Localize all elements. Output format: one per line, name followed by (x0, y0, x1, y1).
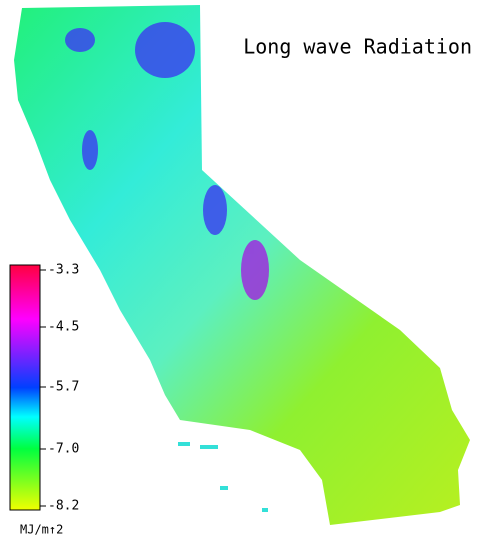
colorbar (9, 264, 41, 511)
colorbar-ticks (40, 269, 46, 507)
colorbar-label: -3.3 (48, 263, 79, 278)
colorbar-label: -8.2 (48, 499, 79, 514)
colorbar-label: -7.0 (48, 442, 79, 457)
colorbar-unit: MJ/m↑2 (20, 523, 63, 537)
high-elevation-regions (65, 22, 269, 300)
map-title: Long wave Radiation (243, 35, 472, 59)
colorbar-label: -5.7 (48, 380, 79, 395)
colorbar-label: -4.5 (48, 320, 79, 335)
islands (178, 442, 268, 512)
